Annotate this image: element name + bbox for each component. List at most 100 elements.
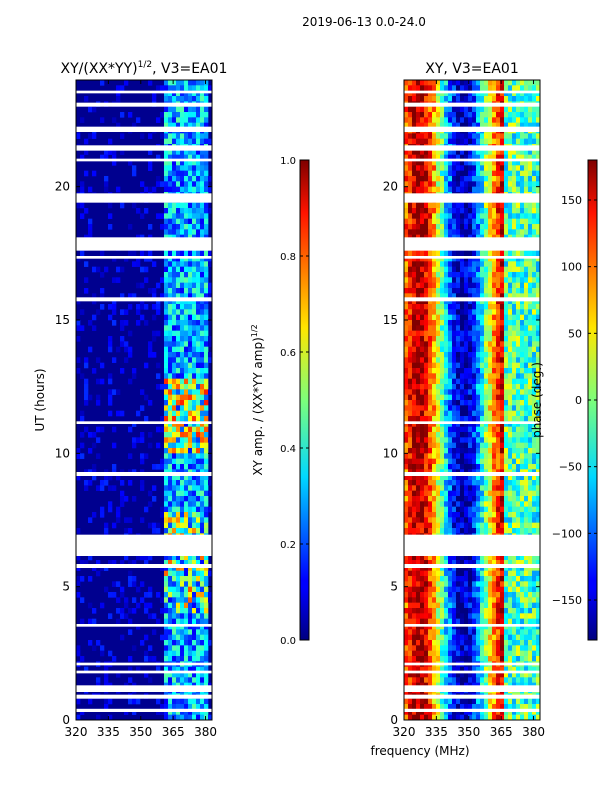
amp-heatmap-cell: [196, 506, 201, 513]
amp-heatmap-cell: [204, 416, 209, 422]
phase-heatmap-cell: [472, 149, 477, 155]
phase-heatmap-cell: [408, 426, 413, 433]
phase-heatmap-cell: [412, 528, 417, 534]
phase-heatmap-cell: [480, 202, 485, 209]
amp-heatmap-cell: [144, 362, 149, 369]
phase-heatmap-cell: [408, 208, 413, 214]
phase-heatmap-cell: [436, 341, 441, 347]
amp-heatmap-cell: [196, 672, 201, 678]
phase-heatmap-cell: [484, 133, 489, 139]
amp-heatmap-cell: [180, 666, 185, 673]
phase-heatmap-cell: [488, 512, 493, 518]
phase-heatmap-cell: [436, 512, 441, 518]
phase-heatmap-cell: [528, 277, 533, 283]
amp-heatmap-cell: [188, 613, 193, 619]
phase-heatmap-cell: [496, 485, 501, 491]
amp-heatmap-cell: [168, 522, 173, 529]
amp-heatmap-cell: [184, 346, 189, 353]
phase-heatmap-cell: [444, 506, 449, 513]
amp-heatmap-cell: [116, 90, 121, 97]
phase-heatmap-cell: [456, 474, 461, 481]
amp-heatmap-cell: [176, 293, 181, 299]
phase-heatmap-cell: [448, 85, 453, 91]
amp-heatmap-cell: [92, 565, 97, 571]
phase-heatmap-cell: [456, 160, 461, 166]
amp-heatmap-cell: [164, 117, 169, 123]
amp-heatmap-cell: [184, 384, 189, 390]
phase-heatmap-cell: [468, 213, 473, 219]
phase-heatmap-cell: [408, 314, 413, 321]
phase-heatmap-cell: [512, 496, 517, 502]
phase-heatmap-cell: [532, 160, 537, 166]
amp-heatmap-cell: [168, 608, 173, 614]
phase-heatmap-cell: [444, 320, 449, 326]
phase-heatmap-cell: [424, 400, 429, 406]
amp-heatmap-cell: [192, 426, 197, 433]
phase-heatmap-cell: [408, 181, 413, 187]
amp-heatmap-cell: [176, 512, 181, 518]
phase-heatmap-cell: [496, 378, 501, 385]
amp-heatmap-cell: [128, 618, 133, 625]
phase-heatmap-cell: [408, 90, 413, 97]
amp-heatmap-cell: [148, 224, 153, 230]
phase-heatmap-cell: [452, 352, 457, 358]
phase-heatmap-cell: [448, 352, 453, 358]
phase-heatmap-cell: [440, 154, 445, 161]
phase-heatmap-cell: [512, 266, 517, 273]
amp-heatmap-cell: [204, 133, 209, 139]
amp-heatmap-cell: [204, 528, 209, 534]
amp-heatmap-cell: [184, 624, 189, 630]
amp-heatmap-cell: [204, 624, 209, 630]
phase-heatmap-cell: [428, 309, 433, 315]
phase-heatmap-cell: [408, 309, 413, 315]
amp-heatmap-cell: [192, 656, 197, 662]
phase-heatmap-cell: [456, 517, 461, 523]
phase-heatmap-cell: [464, 266, 469, 273]
phase-heatmap-cell: [444, 133, 449, 139]
phase-heatmap-cell: [456, 352, 461, 358]
phase-heatmap-cell: [464, 522, 469, 529]
phase-heatmap-cell: [440, 165, 445, 171]
phase-heatmap-cell: [420, 480, 425, 486]
phase-heatmap-cell: [448, 208, 453, 214]
phase-heatmap-cell: [412, 117, 417, 123]
phase-heatmap-cell: [472, 256, 477, 262]
amp-heatmap-cell: [204, 613, 209, 619]
phase-heatmap-cell: [512, 517, 517, 523]
phase-heatmap-cell: [532, 90, 537, 97]
phase-heatmap-cell: [444, 112, 449, 118]
phase-heatmap-cell: [420, 410, 425, 417]
phase-heatmap-cell: [492, 133, 497, 139]
amp-data-gap: [76, 534, 212, 556]
phase-heatmap-cell: [468, 437, 473, 443]
phase-heatmap-cell: [408, 320, 413, 326]
amp-heatmap-cell: [196, 122, 201, 129]
phase-heatmap-cell: [460, 512, 465, 518]
phase-heatmap-cell: [472, 106, 477, 113]
amp-heatmap-cell: [180, 272, 185, 278]
amp-heatmap-cell: [176, 341, 181, 347]
phase-heatmap-cell: [504, 528, 509, 534]
phase-heatmap-cell: [408, 464, 413, 470]
phase-heatmap-cell: [428, 266, 433, 273]
phase-heatmap-cell: [484, 341, 489, 347]
phase-heatmap-cell: [484, 213, 489, 219]
amp-heatmap-cell: [204, 266, 209, 273]
amp-heatmap-cell: [84, 261, 89, 267]
amp-x-axis: 320 335 350 365 380: [65, 80, 217, 739]
phase-heatmap-cell: [420, 378, 425, 385]
phase-heatmap-cell: [408, 149, 413, 155]
phase-heatmap-cell: [428, 160, 433, 166]
amp-heatmap-cell: [172, 336, 177, 342]
amp-heatmap-cell: [184, 176, 189, 182]
phase-heatmap-cell: [444, 437, 449, 443]
phase-heatmap-cell: [432, 309, 437, 315]
amp-heatmap-cell: [200, 592, 205, 598]
phase-heatmap-cell: [468, 458, 473, 465]
amp-heatmap-cell: [140, 437, 145, 443]
amp-heatmap-cell: [168, 602, 173, 609]
phase-heatmap-cell: [404, 346, 409, 353]
phase-heatmap-cell: [488, 496, 493, 502]
phase-heatmap-cell: [536, 485, 541, 491]
phase-heatmap-cell: [500, 256, 505, 262]
